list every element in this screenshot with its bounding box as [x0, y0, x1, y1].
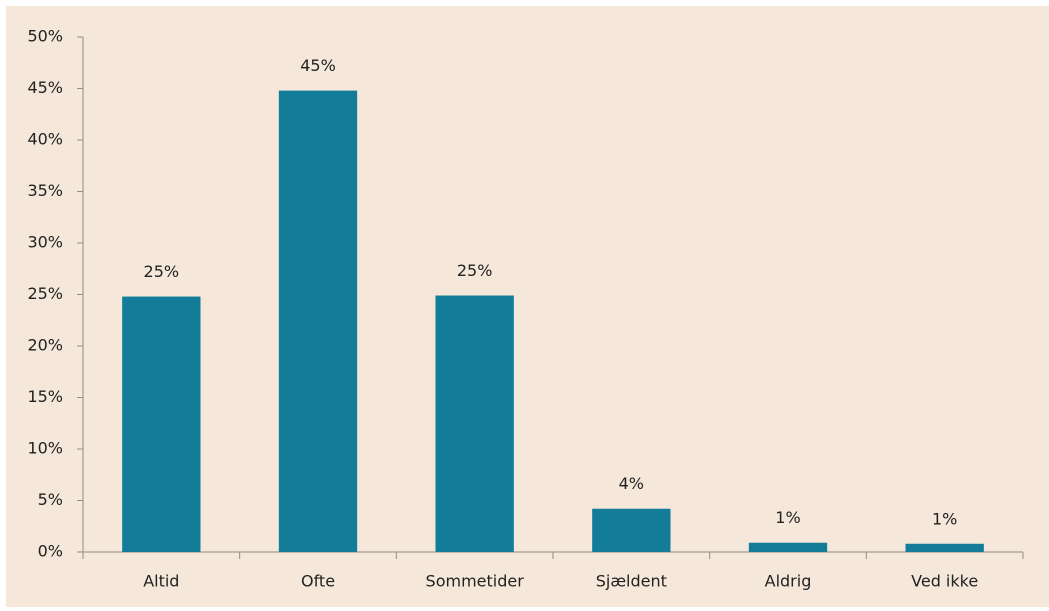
x-tick-label: Ofte — [301, 572, 335, 591]
bar — [122, 296, 201, 552]
y-tick-label: 45% — [27, 78, 63, 97]
x-tick-label: Sommetider — [426, 572, 525, 591]
y-tick-label: 25% — [27, 284, 63, 303]
y-tick-label: 15% — [27, 387, 63, 406]
y-tick-label: 20% — [27, 336, 63, 355]
bar — [592, 508, 671, 552]
y-tick-label: 5% — [38, 490, 63, 509]
data-label: 45% — [300, 56, 336, 75]
y-tick-label: 0% — [38, 542, 63, 561]
x-tick-label: Altid — [143, 572, 179, 591]
data-label: 25% — [144, 262, 180, 281]
y-tick-label: 50% — [27, 27, 63, 46]
bar — [278, 90, 358, 552]
x-tick-label: Ved ikke — [911, 572, 978, 591]
y-tick-label: 30% — [27, 233, 63, 252]
bar — [748, 542, 828, 552]
data-label: 4% — [619, 474, 644, 493]
y-tick-label: 40% — [27, 130, 63, 149]
data-label: 1% — [932, 509, 957, 528]
y-tick-label: 35% — [27, 181, 63, 200]
data-label: 25% — [457, 261, 493, 280]
x-tick-label: Aldrig — [765, 572, 812, 591]
x-tick-label: Sjældent — [596, 572, 667, 591]
bar — [435, 295, 514, 552]
y-tick-label: 10% — [27, 439, 63, 458]
data-label: 1% — [775, 508, 800, 527]
bar — [905, 543, 984, 552]
